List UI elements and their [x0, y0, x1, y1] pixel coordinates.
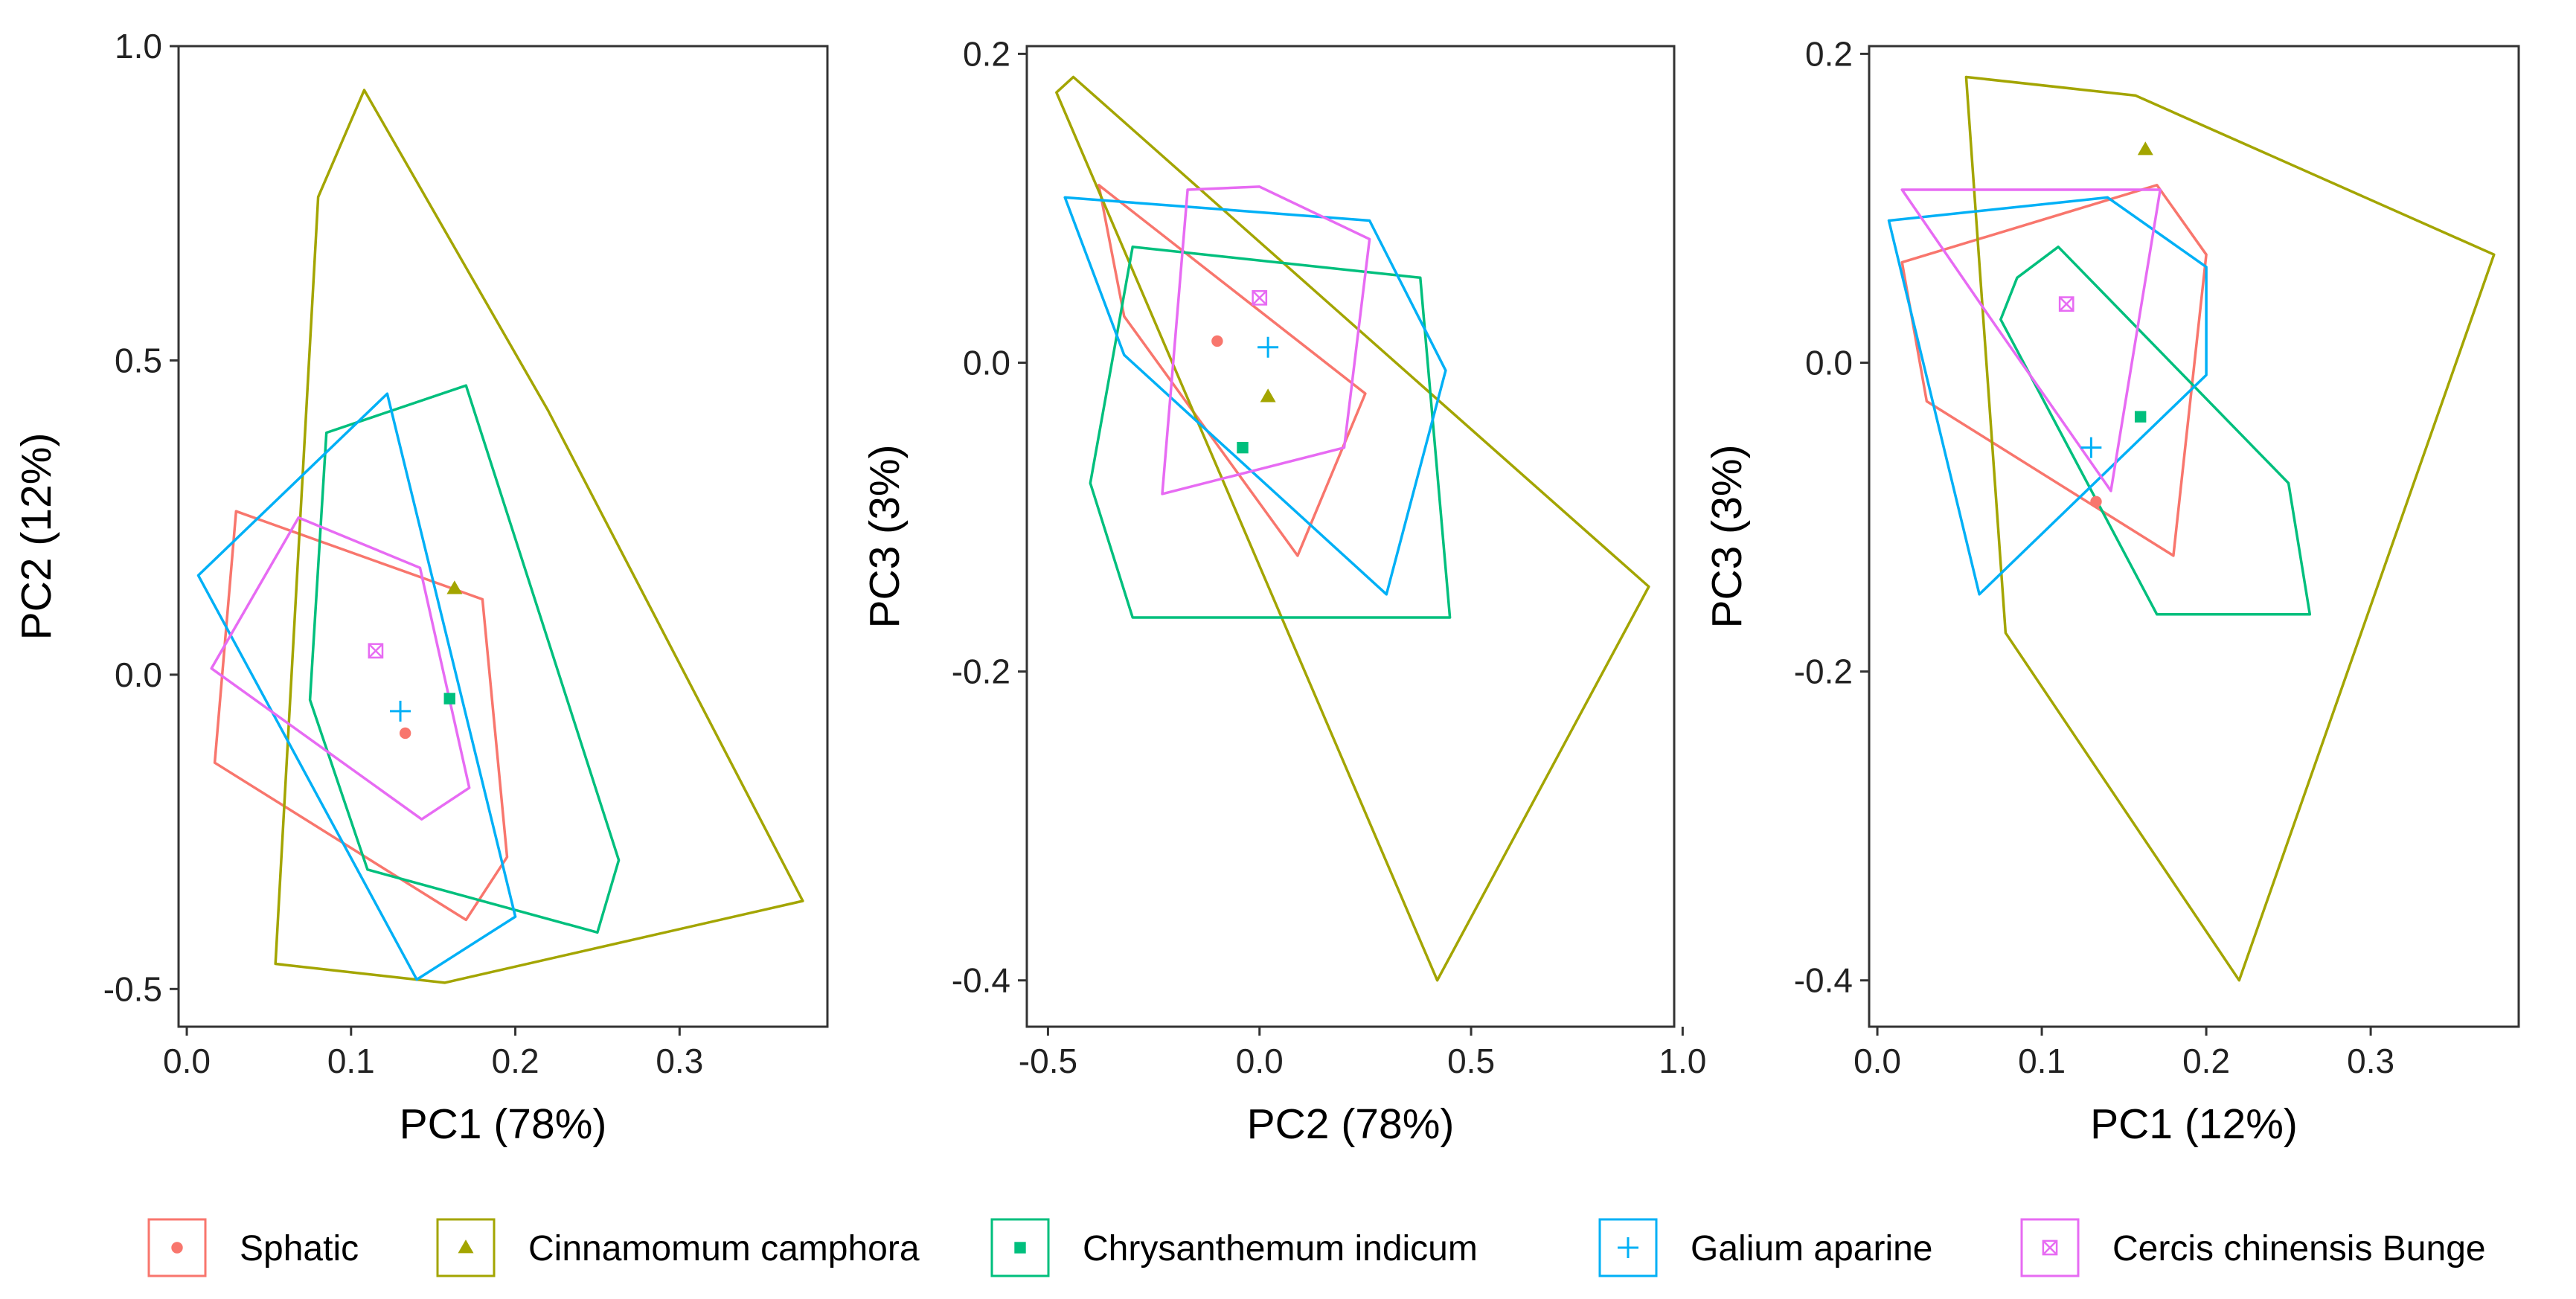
panel2-centroid-cercis-chinensis-bunge: [1252, 289, 1268, 306]
panel3-centroid-cercis-chinensis-bunge: [2058, 296, 2074, 312]
panel2-centroid-cinnamomum-camphora: [1260, 388, 1276, 402]
panel2-hull-cercis-chinensis-bunge: [1161, 185, 1371, 495]
panel3-y-axis-title: PC3 (3%): [1703, 444, 1751, 628]
legend-label: Galium aparine: [1691, 1229, 1933, 1268]
panel2-hulls: [1055, 75, 1650, 982]
panel2-x-tick-label: 0.5: [1447, 1042, 1495, 1080]
panel1-hull-galium-aparine: [196, 392, 517, 981]
legend-label: Chrysanthemum indicum: [1083, 1229, 1478, 1268]
legend-marker-cinnamomum-camphora: [458, 1239, 474, 1254]
panel2-centroid-galium-aparine: [1257, 336, 1279, 358]
panel3-x-tick-label: 0.1: [2018, 1042, 2066, 1080]
panel1-panel-border: [177, 45, 829, 1028]
panel1-centroid-sphatic: [399, 727, 411, 740]
panel2-x-axis-title: PC2 (78%): [1247, 1100, 1455, 1148]
panel1-y-axis-title: PC2 (12%): [13, 433, 60, 641]
panel3-hull-cercis-chinensis-bunge: [1900, 188, 2162, 493]
panel3-hulls: [1887, 75, 2496, 982]
legend-label: Cercis chinensis Bunge: [2112, 1229, 2486, 1268]
panel3-y-tick-label: 0.2: [1805, 34, 1853, 73]
panel1-x-tick-label: 0.3: [656, 1042, 703, 1080]
legend-marker-chrysanthemum-indicum: [1014, 1242, 1026, 1254]
legend-label: Cinnamomum camphora: [528, 1229, 920, 1268]
panel1-centroid-galium-aparine: [390, 700, 411, 722]
panel2-hull-chrysanthemum-indicum: [1089, 246, 1452, 619]
legend-marker-galium-aparine: [1618, 1237, 1638, 1258]
panel3-hull-sphatic: [1900, 184, 2208, 557]
panel3-centroid-galium-aparine: [2080, 437, 2102, 458]
panel1-y-tick-label: 0.0: [115, 655, 162, 694]
panel1-x-tick-label: 0.2: [492, 1042, 539, 1080]
panel2-plot: -0.5 0.0 0.5 1.0 -0.4 -0.2 0.0 0.2 PC2 (78%) PC3 …: [861, 34, 1706, 1148]
legend-marker-sphatic: [171, 1242, 183, 1254]
panel1-hull-chrysanthemum-indicum: [308, 384, 621, 934]
legend-item-cercis-chinensis-bunge: Cercis chinensis Bunge: [2020, 1218, 2486, 1277]
panel2-y-tick-label: 0.2: [963, 34, 1010, 73]
panel2-y-axis-title: PC3 (3%): [861, 444, 909, 628]
legend-item-chrysanthemum-indicum: Chrysanthemum indicum: [990, 1218, 1478, 1277]
panel1-centroid-chrysanthemum-indicum: [443, 693, 455, 705]
panel3-panel-border: [1868, 45, 2520, 1028]
panel1-hulls: [196, 89, 804, 984]
legend-item-galium-aparine: Galium aparine: [1598, 1218, 1933, 1277]
panel2-centroid-sphatic: [1211, 335, 1223, 347]
panel2-x-tick-label: 1.0: [1659, 1042, 1706, 1080]
panel3-x-tick-label: 0.0: [1853, 1042, 1901, 1080]
panel3-centroid-chrysanthemum-indicum: [2134, 411, 2147, 423]
panel2-hull-galium-aparine: [1063, 196, 1447, 596]
panel2-y-tick-label: -0.4: [952, 961, 1010, 1000]
panel2-hull-sphatic: [1097, 184, 1367, 557]
panel3-hull-galium-aparine: [1887, 196, 2208, 596]
panel2-centroid-chrysanthemum-indicum: [1237, 441, 1249, 454]
panel1-x-axis-title: PC1 (78%): [400, 1100, 607, 1148]
panel3-x-tick-label: 0.2: [2182, 1042, 2230, 1080]
panel3-x-axis-title: PC1 (12%): [2090, 1100, 2298, 1148]
legend-item-cinnamomum-camphora: Cinnamomum camphora: [436, 1218, 920, 1277]
panel3-y-tick-label: -0.2: [1794, 652, 1853, 691]
panel1-x-tick-label: 0.1: [327, 1042, 375, 1080]
panel3-hull-chrysanthemum-indicum: [1999, 246, 2312, 616]
panel1-hull-sphatic: [213, 510, 509, 922]
legend-item-sphatic: Sphatic: [147, 1218, 359, 1277]
panel3-centroid-sphatic: [2090, 495, 2102, 507]
legend-marker-cercis-chinensis-bunge: [2042, 1239, 2058, 1256]
panel1-centroid-cercis-chinensis-bunge: [368, 643, 384, 659]
panel2-y-tick-label: 0.0: [963, 343, 1010, 382]
panel3-y-tick-label: 0.0: [1805, 343, 1853, 382]
panel1-y-tick-label: 0.5: [115, 341, 162, 379]
panel1-y-tick-label: -0.5: [103, 969, 162, 1008]
panel1-hull-cinnamomum-camphora: [274, 89, 804, 984]
panel2-y-tick-label: -0.2: [952, 652, 1010, 691]
panel3-hull-cinnamomum-camphora: [1964, 75, 2496, 982]
legend-label: Sphatic: [240, 1229, 359, 1268]
panel2-hull-cinnamomum-camphora: [1055, 75, 1650, 982]
panel1-hull-cercis-chinensis-bunge: [210, 516, 471, 821]
panel1-x-tick-label: 0.0: [163, 1042, 211, 1080]
panel3-centroid-cinnamomum-camphora: [2137, 141, 2153, 155]
panel3-x-tick-label: 0.3: [2347, 1042, 2394, 1080]
panel2-x-tick-label: -0.5: [1019, 1042, 1077, 1080]
panel1-y-tick-label: 1.0: [115, 27, 162, 65]
panel3-y-tick-label: -0.4: [1794, 961, 1853, 1000]
panel3-plot: 0.0 0.1 0.2 0.3 -0.4 -0.2 0.0 0.2 PC1 (12%) PC3 (…: [1703, 34, 2520, 1148]
panel2-x-tick-label: 0.0: [1236, 1042, 1284, 1080]
panel2-panel-border: [1025, 45, 1676, 1028]
panel1-centroid-cinnamomum-camphora: [446, 580, 463, 594]
legend: Sphatic Cinnamomum camphora Chrysanthemum …: [147, 1218, 2486, 1277]
